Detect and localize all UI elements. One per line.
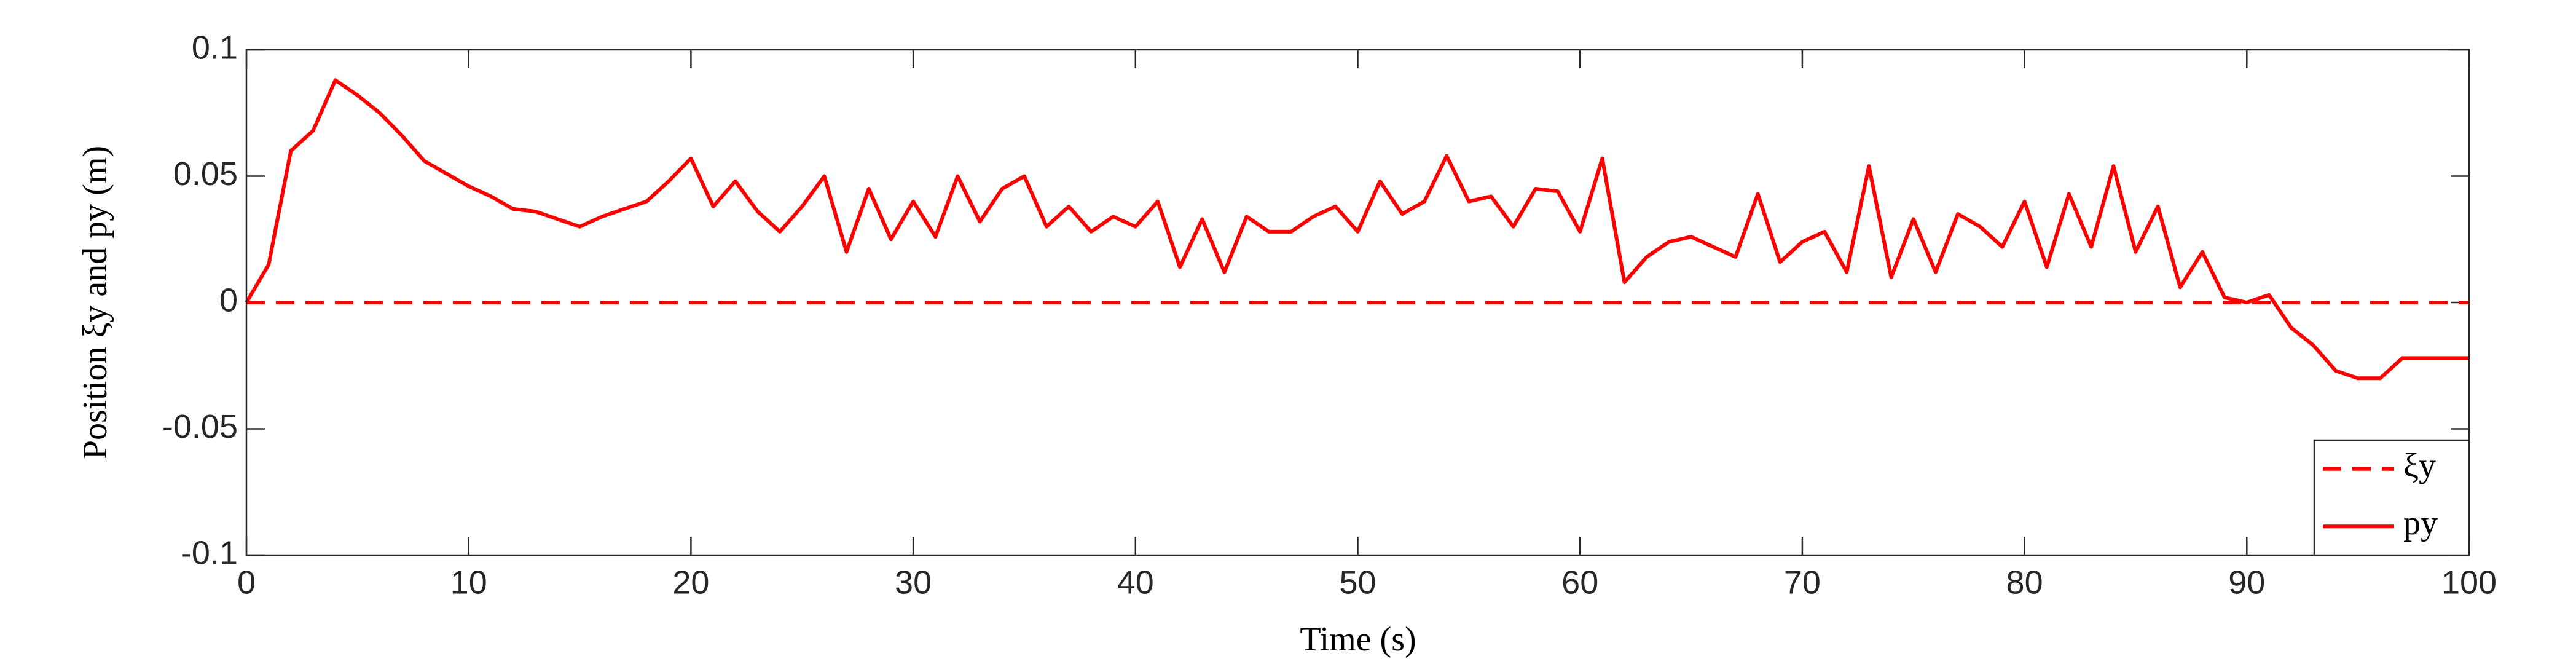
x-tick-label: 90	[2228, 564, 2265, 601]
x-tick-label: 50	[1339, 564, 1376, 601]
legend-label: ξy	[2403, 447, 2436, 485]
plot-frame	[245, 49, 2470, 556]
y-tick-label: 0	[219, 282, 238, 318]
legend-label: py	[2403, 504, 2438, 542]
x-tick-label: 80	[2006, 564, 2043, 601]
x-tick-label: 0	[237, 564, 256, 601]
x-tick-label: 20	[672, 564, 709, 601]
x-tick-label: 10	[450, 564, 487, 601]
x-tick-label: 40	[1117, 564, 1154, 601]
y-tick-label: 0.05	[173, 156, 238, 192]
x-tick-label: 100	[2441, 564, 2497, 601]
y-tick-label: -0.1	[181, 534, 238, 571]
x-axis-label: Time (s)	[1300, 620, 1416, 658]
y-axis-label: Position ξy and py (m)	[76, 146, 114, 459]
x-tick-label: 30	[895, 564, 932, 601]
data-line	[245, 78, 2469, 381]
x-tick-label: 60	[1561, 564, 1598, 601]
legend-box	[2313, 439, 2470, 556]
x-tick-label: 70	[1784, 564, 1821, 601]
y-tick-label: 0.1	[192, 29, 238, 66]
y-tick-label: -0.05	[162, 408, 238, 445]
